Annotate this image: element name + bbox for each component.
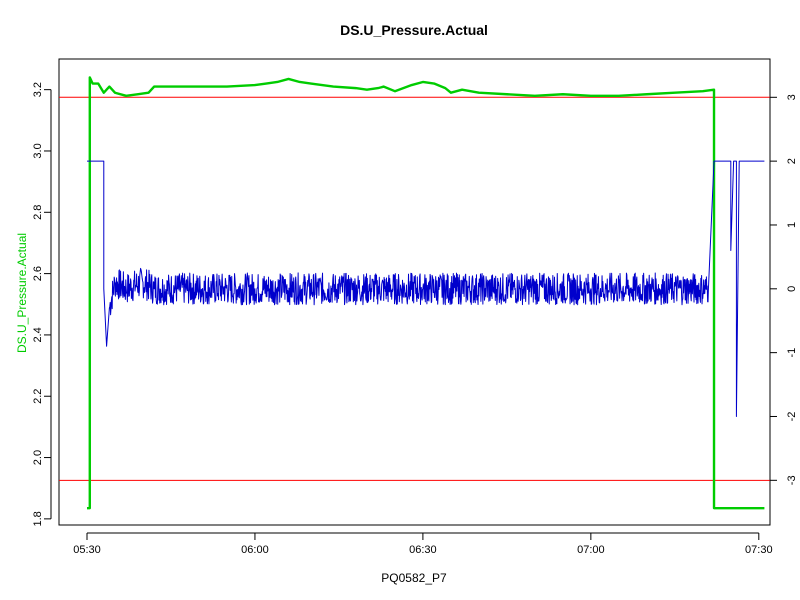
left-y-tick-label-1: 2.0 <box>32 450 44 465</box>
left-y-axis: 1.8 2.0 2.2 2.4 2.6 2.8 3.0 3.2 <box>32 82 52 527</box>
x-tick-label-0: 05:30 <box>73 544 101 556</box>
right-y-tick-label-3: 0 <box>786 286 798 292</box>
left-y-tick-label-0: 1.8 <box>32 511 44 526</box>
series-line-0 <box>86 76 765 510</box>
right-y-tick-label-1: -2 <box>786 412 798 422</box>
right-y-tick-label-4: 1 <box>786 222 798 228</box>
left-y-axis-label: DS.U_Pressure.Actual <box>15 233 29 353</box>
right-y-tick-label-6: 3 <box>786 94 798 100</box>
x-axis-label: PQ0582_P7 <box>381 571 447 585</box>
chart-title: DS.U_Pressure.Actual <box>340 22 488 38</box>
right-y-tick-label-5: 2 <box>786 158 798 164</box>
right-y-tick-label-0: -3 <box>786 475 798 485</box>
right-y-axis: -3 -2 -1 0 1 2 3 <box>769 94 798 485</box>
x-tick-label-2: 06:30 <box>409 544 437 556</box>
series-layer <box>86 76 765 510</box>
right-y-tick-label-2: -1 <box>786 348 798 358</box>
x-tick-label-4: 07:30 <box>745 544 773 556</box>
left-y-tick-label-5: 2.8 <box>32 205 44 220</box>
reference-lines <box>59 96 770 481</box>
x-axis: 05:30 06:00 06:30 07:00 07:30 <box>73 532 773 556</box>
series-line-1 <box>86 160 765 417</box>
left-y-tick-label-2: 2.2 <box>32 389 44 404</box>
left-y-tick-label-3: 2.4 <box>32 327 44 342</box>
left-y-tick-label-4: 2.6 <box>32 266 44 281</box>
left-y-tick-label-7: 3.2 <box>32 82 44 97</box>
left-y-tick-label-6: 3.0 <box>32 143 44 158</box>
x-tick-label-3: 07:00 <box>577 544 605 556</box>
x-tick-label-1: 06:00 <box>241 544 269 556</box>
